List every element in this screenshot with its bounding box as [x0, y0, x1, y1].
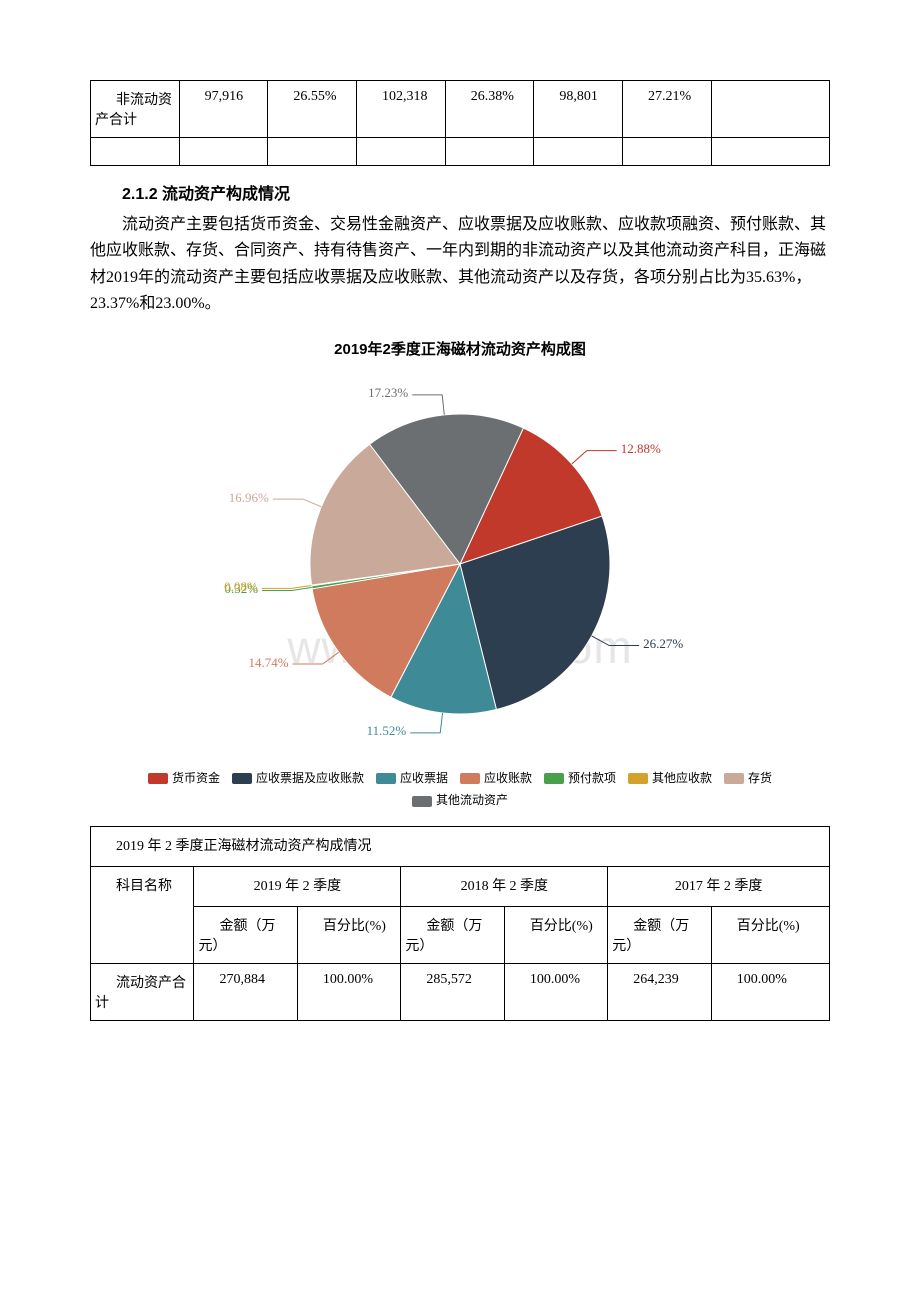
table-row: 流动资产合计 270,884 100.00% 285,572 100.00% 2…	[91, 964, 830, 1021]
legend-item: 货币资金	[148, 767, 220, 790]
cell-value: 26.38%	[445, 81, 534, 138]
legend-swatch	[724, 773, 744, 784]
col-header: 2019 年 2 季度	[194, 867, 401, 907]
pie-legend: 货币资金 应收票据及应收账款 应收票据 应收账款 预付款项 其他应收款 存货其他流动资产	[90, 767, 830, 813]
table-row: 金额（万元） 百分比(%) 金额（万元） 百分比(%) 金额（万元） 百分比(%…	[91, 907, 830, 964]
col-subheader: 百分比(%)	[297, 907, 400, 964]
col-subheader: 百分比(%)	[504, 907, 607, 964]
legend-swatch	[460, 773, 480, 784]
pie-slice-label: 14.74%	[248, 655, 288, 671]
pie-chart: 12.88%26.27%11.52%14.74%0.32%0.08%16.96%…	[90, 369, 830, 759]
pie-slice-label: 11.52%	[367, 723, 407, 739]
legend-item: 其他应收款	[628, 767, 712, 790]
cell-value: 100.00%	[504, 964, 607, 1021]
table-row: 科目名称 2019 年 2 季度 2018 年 2 季度 2017 年 2 季度	[91, 867, 830, 907]
legend-item: 应收账款	[460, 767, 532, 790]
legend-swatch	[148, 773, 168, 784]
legend-label: 其他流动资产	[436, 793, 508, 807]
table-row: 2019 年 2 季度正海磁材流动资产构成情况	[91, 827, 830, 867]
pie-svg	[90, 369, 830, 759]
section-heading: 2.1.2 流动资产构成情况	[90, 180, 830, 204]
legend-swatch	[232, 773, 252, 784]
table-caption: 2019 年 2 季度正海磁材流动资产构成情况	[91, 827, 830, 867]
cell-value: 102,318	[357, 81, 446, 138]
legend-item: 预付款项	[544, 767, 616, 790]
cell-value: 27.21%	[623, 81, 712, 138]
col-subheader: 金额（万元）	[608, 907, 711, 964]
cell-value: 100.00%	[297, 964, 400, 1021]
pie-slice-label: 26.27%	[643, 636, 683, 652]
col-header: 2018 年 2 季度	[401, 867, 608, 907]
legend-item: 应收票据	[376, 767, 448, 790]
legend-swatch	[544, 773, 564, 784]
legend-label: 货币资金	[172, 771, 220, 785]
col-subheader: 百分比(%)	[711, 907, 829, 964]
body-paragraph: 流动资产主要包括货币资金、交易性金融资产、应收票据及应收账款、应收款项融资、预付…	[90, 212, 830, 318]
col-subheader: 金额（万元）	[401, 907, 504, 964]
cell-label: 非流动资产合计	[91, 81, 180, 138]
pie-chart-title: 2019年2季度正海磁材流动资产构成图	[90, 338, 830, 359]
col-subheader: 金额（万元）	[194, 907, 297, 964]
legend-label: 应收账款	[484, 771, 532, 785]
legend-swatch	[412, 796, 432, 807]
legend-label: 其他应收款	[652, 771, 712, 785]
composition-table: 2019 年 2 季度正海磁材流动资产构成情况 科目名称 2019 年 2 季度…	[90, 826, 830, 1021]
legend-label: 预付款项	[568, 771, 616, 785]
legend-item: 应收票据及应收账款	[232, 767, 364, 790]
pie-slice-label: 17.23%	[368, 385, 408, 401]
legend-item: 存货	[724, 767, 772, 790]
cell-value: 270,884	[194, 964, 297, 1021]
cell-value: 100.00%	[711, 964, 829, 1021]
legend-item: 其他流动资产	[412, 789, 508, 812]
legend-swatch	[376, 773, 396, 784]
cell-value: 264,239	[608, 964, 711, 1021]
col-header: 2017 年 2 季度	[608, 867, 830, 907]
cell-value: 285,572	[401, 964, 504, 1021]
table-row	[91, 138, 830, 166]
legend-label: 存货	[748, 771, 772, 785]
pie-slice-label: 12.88%	[621, 441, 661, 457]
cell-value: 98,801	[534, 81, 623, 138]
col-header: 科目名称	[91, 867, 194, 964]
legend-label: 应收票据	[400, 771, 448, 785]
cell-label: 流动资产合计	[91, 964, 194, 1021]
pie-slice-label: 16.96%	[229, 490, 269, 506]
cell-empty	[711, 81, 829, 138]
cell-value: 97,916	[179, 81, 268, 138]
cell-value: 26.55%	[268, 81, 357, 138]
legend-swatch	[628, 773, 648, 784]
legend-label: 应收票据及应收账款	[256, 771, 364, 785]
top-partial-table: 非流动资产合计 97,916 26.55% 102,318 26.38% 98,…	[90, 80, 830, 166]
table-row: 非流动资产合计 97,916 26.55% 102,318 26.38% 98,…	[91, 81, 830, 138]
pie-slice-label: 0.08%	[224, 579, 258, 595]
